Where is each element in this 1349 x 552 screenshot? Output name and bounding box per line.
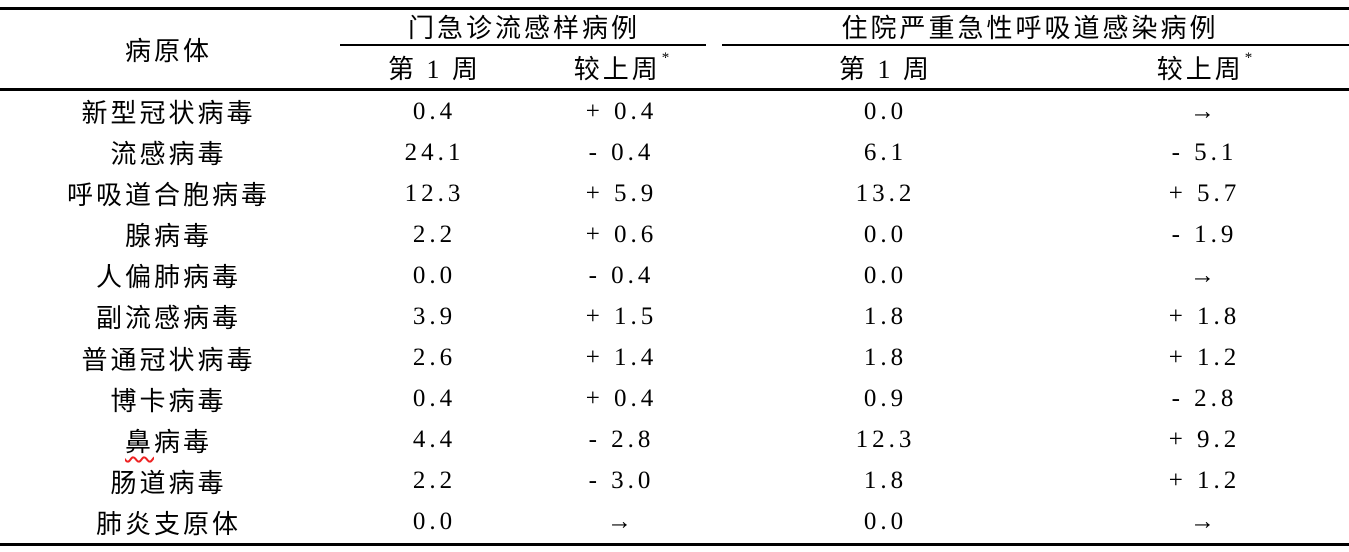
ili-week1-cell: 0.0 bbox=[412, 508, 457, 536]
sari-change-cell: → bbox=[1190, 97, 1219, 125]
subheader-label: 较上周 bbox=[573, 54, 661, 84]
sari-change-cell: + 1.2 bbox=[1168, 467, 1241, 495]
table-bottom-border bbox=[0, 543, 1349, 546]
sari-change-cell: → bbox=[1190, 261, 1219, 289]
ili-group-underline bbox=[340, 44, 706, 46]
group-header-hospitalized-sari: 住院严重急性呼吸道感染病例 bbox=[841, 14, 1219, 43]
sari-week1-cell: 1.8 bbox=[863, 344, 908, 372]
table-row-rsv: 呼吸道合胞病毒 12.3 + 5.9 13.2 + 5.7 bbox=[0, 173, 1349, 214]
column-header-pathogen: 病原体 bbox=[124, 36, 212, 66]
pathogen-cell: 腺病毒 bbox=[124, 222, 212, 252]
ili-week1-cell: 0.4 bbox=[412, 385, 457, 413]
pathogen-cell: 鼻病毒 bbox=[0, 420, 337, 461]
ili-change-cell: - 3.0 bbox=[588, 467, 655, 495]
sari-week1-cell: 0.0 bbox=[863, 97, 908, 125]
header-bottom-border bbox=[0, 88, 1349, 91]
table-row-novel-coronavirus: 新型冠状病毒 0.4 + 0.4 0.0 → bbox=[0, 91, 1349, 132]
table-row-parainfluenza: 副流感病毒 3.9 + 1.5 1.8 + 1.8 bbox=[0, 296, 1349, 337]
ili-week1-cell: 2.2 bbox=[412, 220, 457, 248]
group-header-outpatient-ili: 门急诊流感样病例 bbox=[407, 14, 640, 43]
ili-week1-cell: 0.4 bbox=[412, 97, 457, 125]
pathogen-cell: 博卡病毒 bbox=[110, 386, 227, 416]
ili-week1-cell: 3.9 bbox=[412, 302, 457, 330]
sari-week1-cell: 12.3 bbox=[855, 426, 916, 454]
ili-week1-cell: 4.4 bbox=[412, 426, 457, 454]
sari-week1-cell: 13.2 bbox=[855, 179, 916, 207]
pathogen-cell: 流感病毒 bbox=[110, 140, 227, 170]
spellcheck-marked-text: 鼻 bbox=[124, 427, 154, 457]
pathogen-cell: 普通冠状病毒 bbox=[81, 345, 256, 375]
ili-change-cell: - 0.4 bbox=[588, 261, 655, 289]
table-row-enterovirus: 肠道病毒 2.2 - 3.0 1.8 + 1.2 bbox=[0, 461, 1349, 502]
sari-week1-cell: 0.0 bbox=[863, 508, 908, 536]
pathogen-label-rest: 病毒 bbox=[154, 427, 213, 457]
sari-change-cell: + 5.7 bbox=[1168, 179, 1241, 207]
sari-change-cell: → bbox=[1190, 508, 1219, 536]
ili-week1-cell: 0.0 bbox=[412, 261, 457, 289]
footnote-asterisk: * bbox=[661, 49, 670, 66]
table-row-influenza: 流感病毒 24.1 - 0.4 6.1 - 5.1 bbox=[0, 132, 1349, 173]
sari-week1-cell: 6.1 bbox=[863, 138, 908, 166]
table-top-border bbox=[0, 7, 1349, 10]
sari-change-cell: - 2.8 bbox=[1171, 385, 1238, 413]
subheader-sari-vs-lastweek: 较上周 * bbox=[1060, 46, 1349, 88]
pathogen-cell: 新型冠状病毒 bbox=[81, 99, 256, 129]
table-row-mycoplasma: 肺炎支原体 0.0 → 0.0 → bbox=[0, 502, 1349, 543]
footnote-asterisk: * bbox=[1244, 49, 1253, 66]
ili-change-cell: + 1.5 bbox=[585, 302, 658, 330]
sari-change-cell: - 5.1 bbox=[1171, 138, 1238, 166]
pathogen-cell: 人偏肺病毒 bbox=[95, 263, 241, 293]
pathogen-cell: 肠道病毒 bbox=[110, 468, 227, 498]
ili-change-cell: → bbox=[607, 508, 636, 536]
sari-change-cell: - 1.9 bbox=[1171, 220, 1238, 248]
ili-week1-cell: 2.2 bbox=[412, 467, 457, 495]
sari-change-cell: + 1.2 bbox=[1168, 344, 1241, 372]
ili-change-cell: + 1.4 bbox=[585, 344, 658, 372]
table-row-bocavirus: 博卡病毒 0.4 + 0.4 0.9 - 2.8 bbox=[0, 379, 1349, 420]
ili-change-cell: - 2.8 bbox=[588, 426, 655, 454]
sari-week1-cell: 1.8 bbox=[863, 467, 908, 495]
pathogen-cell: 呼吸道合胞病毒 bbox=[66, 181, 270, 211]
subheader-sari-week1: 第 1 周 bbox=[838, 54, 932, 84]
table-row-hmpv: 人偏肺病毒 0.0 - 0.4 0.0 → bbox=[0, 255, 1349, 296]
ili-change-cell: + 0.4 bbox=[585, 97, 658, 125]
sari-week1-cell: 0.0 bbox=[863, 261, 908, 289]
sari-change-cell: + 9.2 bbox=[1168, 426, 1241, 454]
ili-week1-cell: 12.3 bbox=[404, 179, 465, 207]
table-row-rhinovirus: 鼻病毒 4.4 - 2.8 12.3 + 9.2 bbox=[0, 420, 1349, 461]
ili-week1-cell: 24.1 bbox=[404, 138, 465, 166]
sari-week1-cell: 0.0 bbox=[863, 220, 908, 248]
sari-change-cell: + 1.8 bbox=[1168, 302, 1241, 330]
pathogen-cell: 肺炎支原体 bbox=[95, 509, 241, 539]
subheader-ili-week1: 第 1 周 bbox=[387, 54, 481, 84]
sari-week1-cell: 0.9 bbox=[863, 385, 908, 413]
table-body: 新型冠状病毒 0.4 + 0.4 0.0 → 流感病毒 24.1 - 0.4 6… bbox=[0, 91, 1349, 543]
ili-change-cell: + 0.6 bbox=[585, 220, 658, 248]
table-row-common-coronavirus: 普通冠状病毒 2.6 + 1.4 1.8 + 1.2 bbox=[0, 338, 1349, 379]
subheader-ili-vs-lastweek: 较上周 * bbox=[532, 46, 711, 88]
ili-week1-cell: 2.6 bbox=[412, 344, 457, 372]
pathogen-cell: 副流感病毒 bbox=[95, 304, 241, 334]
subheader-label: 较上周 bbox=[1156, 54, 1244, 84]
ili-change-cell: + 5.9 bbox=[585, 179, 658, 207]
table-row-adenovirus: 腺病毒 2.2 + 0.6 0.0 - 1.9 bbox=[0, 214, 1349, 255]
sari-week1-cell: 1.8 bbox=[863, 302, 908, 330]
ili-change-cell: + 0.4 bbox=[585, 385, 658, 413]
ili-change-cell: - 0.4 bbox=[588, 138, 655, 166]
sari-group-underline bbox=[722, 44, 1349, 46]
